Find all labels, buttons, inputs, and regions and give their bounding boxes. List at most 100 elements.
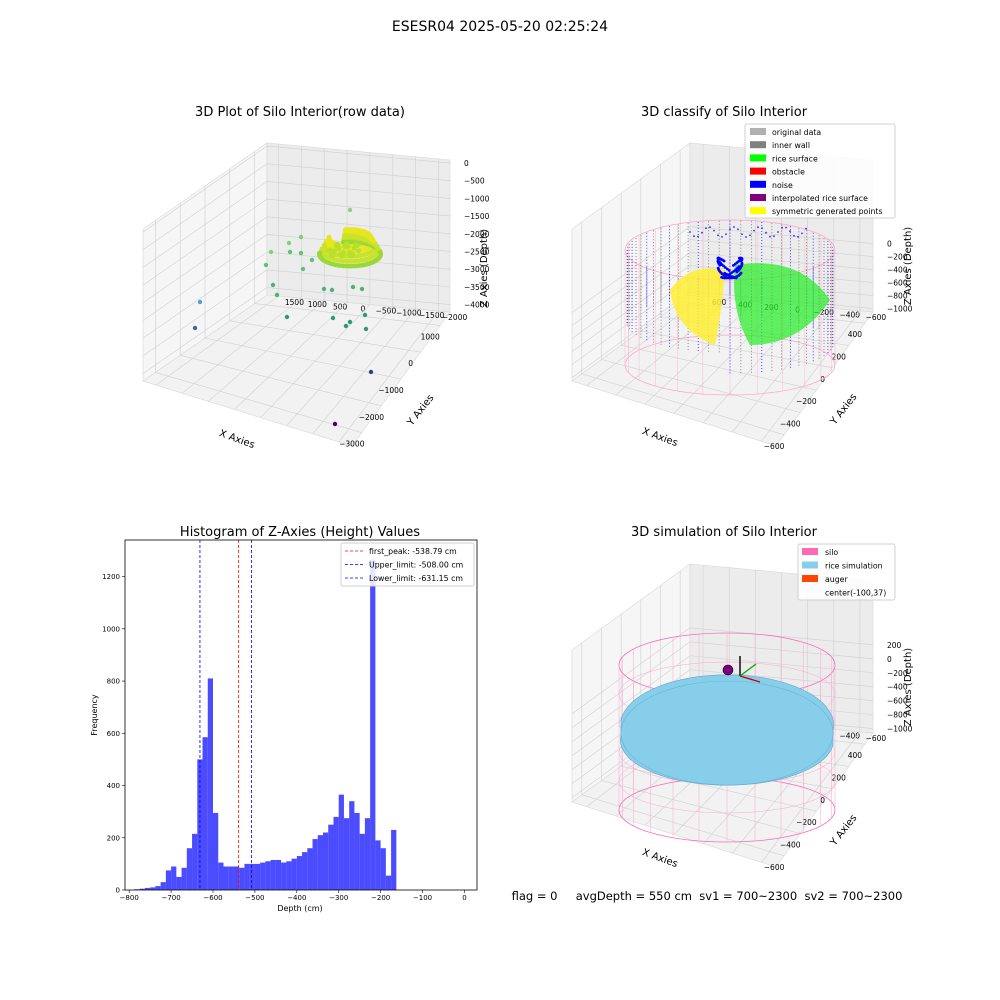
y-tick-label: 800	[107, 678, 120, 686]
histogram-bar	[155, 886, 161, 890]
noise-point	[717, 257, 721, 261]
data-point	[284, 314, 290, 320]
panel2-ylabel: Y Axies	[828, 392, 860, 428]
panel2-zlabel: Z Axies (Depth)	[903, 227, 914, 305]
y-tick-label: 0	[116, 887, 120, 895]
noise-point	[745, 236, 747, 238]
histogram-bar	[192, 833, 198, 890]
legend-label: Upper_limit: -508.00 cm	[369, 561, 463, 570]
noise-point	[697, 235, 699, 238]
panel1-title: 3D Plot of Silo Interior(row data)	[195, 105, 405, 120]
histogram-bar	[375, 840, 381, 890]
noise-point	[701, 231, 703, 234]
histogram-bar	[150, 887, 156, 890]
panel-simulation-3d: 3D simulation of Silo Interior −600−400−…	[571, 525, 914, 872]
z-tick-label: 0	[464, 159, 469, 168]
data-point	[345, 244, 351, 250]
histogram-bar	[333, 816, 339, 890]
noise-point	[777, 231, 779, 233]
histogram-bar	[165, 870, 172, 890]
panel4-title: 3D simulation of Silo Interior	[631, 525, 818, 540]
noise-point	[749, 234, 751, 237]
y-tick-label: −600	[866, 313, 887, 322]
panel3-ylabel: Frequency	[90, 694, 99, 736]
noise-point	[713, 229, 715, 232]
legend-label: auger	[825, 575, 848, 584]
histogram-bar	[286, 861, 292, 890]
grid-line	[142, 163, 451, 250]
data-point	[286, 240, 292, 246]
plot-frame	[124, 539, 478, 891]
grid-line	[761, 310, 861, 442]
grid-line	[312, 308, 416, 435]
histogram-bar	[391, 829, 397, 890]
grid-line	[142, 216, 451, 304]
grid-line	[142, 181, 451, 268]
grid-line	[260, 304, 371, 418]
data-point	[368, 234, 374, 240]
noise-point	[765, 231, 767, 234]
noise-point	[757, 226, 759, 229]
legend-label: rice surface	[772, 154, 818, 163]
histogram-bar	[244, 863, 250, 890]
x-tick-label: −100	[413, 894, 432, 902]
x-tick-label: 200	[832, 353, 847, 362]
x-tick-label: −3000	[339, 440, 365, 449]
footer-status: flag = 0 avgDepth = 550 cm sv1 = 700~230…	[512, 889, 903, 903]
x-tick-label: −400	[780, 841, 801, 850]
grid-line	[142, 145, 451, 233]
z-tick-label: −1000	[887, 305, 913, 314]
noise-point	[761, 227, 763, 230]
histogram-bar	[139, 888, 145, 890]
z-tick-label: −1500	[464, 212, 490, 221]
y-tick-label: −500	[376, 307, 397, 316]
data-point	[298, 234, 304, 240]
z-tick-label: −2500	[464, 247, 490, 256]
noise-point	[739, 271, 743, 275]
noise-point	[724, 274, 728, 278]
histogram-bar	[144, 887, 151, 890]
z-tick-label: −800	[887, 711, 908, 720]
panel1-ylabel: Y Axies	[405, 393, 437, 429]
grid-line	[571, 226, 874, 313]
data-point	[363, 326, 369, 332]
legend-swatch	[750, 180, 766, 188]
symmetric-points	[670, 268, 725, 345]
z-tick-label: −800	[887, 292, 908, 301]
grid-line	[155, 372, 362, 433]
legend-label: center(-100,37)	[825, 589, 886, 598]
data-point	[375, 246, 381, 252]
data-point	[343, 323, 349, 329]
histogram-bar	[385, 875, 392, 890]
legend-label: original data	[772, 128, 821, 137]
histogram-bar	[260, 862, 266, 890]
data-point	[356, 248, 361, 254]
data-point	[197, 299, 203, 305]
z-tick-label: −1000	[887, 725, 913, 734]
auger-axis	[739, 663, 757, 677]
data-point	[336, 245, 342, 251]
panel4-zlabel: Z Axies (Depth)	[903, 648, 914, 726]
grid-line	[229, 320, 421, 353]
z-tick-label: −2000	[464, 230, 490, 239]
panel4-xlabel: X Axies	[641, 847, 679, 870]
histogram-bar	[197, 759, 203, 890]
y-tick-label: −1500	[419, 311, 445, 320]
histogram-bar	[228, 866, 234, 890]
grid-line	[644, 300, 756, 405]
noise-point	[732, 264, 735, 267]
noise-point	[793, 234, 795, 237]
x-tick-label: −200	[796, 397, 817, 406]
histogram-bar	[380, 848, 386, 890]
histogram-bar	[176, 876, 182, 890]
data-point	[268, 249, 274, 255]
z-tick-label: −500	[464, 177, 485, 186]
histogram-bar	[364, 818, 371, 890]
y-tick-label: 1200	[102, 573, 120, 581]
grid-line	[286, 306, 394, 426]
y-tick-label: −1000	[396, 309, 422, 318]
x-tick-label: −1000	[378, 386, 404, 395]
panel2-xlabel: X Axies	[641, 426, 679, 449]
data-point	[362, 312, 368, 318]
noise-point	[740, 261, 744, 265]
